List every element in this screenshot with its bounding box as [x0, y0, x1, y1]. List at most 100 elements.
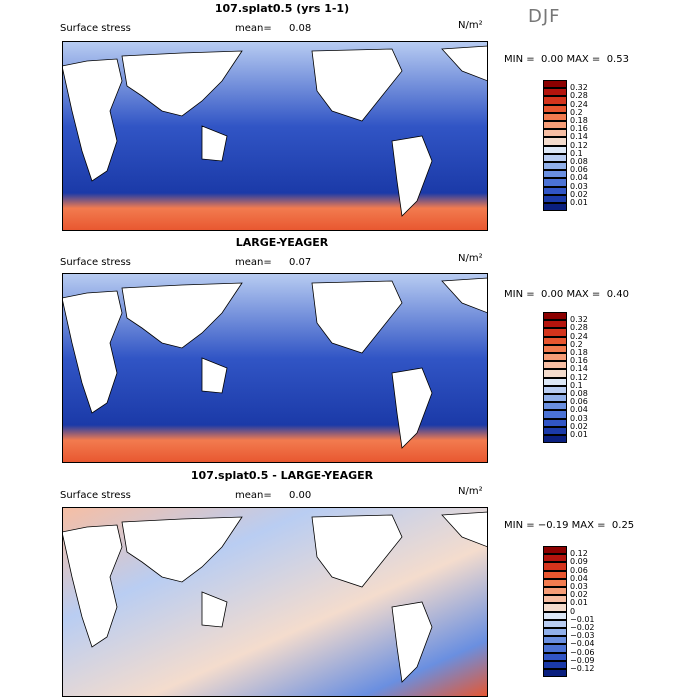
panel-3-max-label: MAX = [571, 520, 606, 531]
panel-1-min-label: MIN = [504, 54, 535, 65]
season-label: DJF [528, 6, 561, 27]
colorbar-label: 0.2 [570, 339, 583, 349]
colorbar-label: 0.16 [570, 356, 588, 366]
colorbar-label: 0.06 [570, 565, 588, 575]
panel-3-minmax: MIN = −0.19 MAX = 0.25 [504, 520, 634, 531]
colorbar-box [543, 178, 567, 187]
colorbar-label: 0 [570, 606, 576, 616]
colorbar-label: 0.02 [570, 590, 588, 600]
colorbar-label: 0.32 [570, 315, 588, 325]
panel-2-max-value: 0.40 [606, 289, 629, 300]
colorbar-label: −0.06 [570, 647, 595, 657]
colorbar-box [543, 104, 567, 113]
panel-1-map [62, 41, 488, 231]
colorbar-label: 0.04 [570, 573, 588, 583]
colorbar-label: 0.12 [570, 549, 588, 559]
panel-2-minmax: MIN = 0.00 MAX = 0.40 [504, 289, 629, 300]
colorbar-label: 0.1 [570, 148, 583, 158]
colorbar-label: −0.01 [570, 614, 595, 624]
colorbar-label: 0.03 [570, 413, 588, 423]
colorbar-label: 0.02 [570, 421, 588, 431]
colorbar-box [543, 660, 567, 669]
colorbar-box [543, 344, 567, 353]
colorbar-label: 0.24 [570, 331, 588, 341]
colorbar-box [543, 112, 567, 121]
colorbar-box [543, 554, 567, 563]
colorbar-label: 0.28 [570, 91, 588, 101]
colorbar-box [543, 595, 567, 604]
colorbar-box [543, 669, 567, 678]
colorbar-box [543, 394, 567, 403]
panel-2-title: LARGE-YEAGER [235, 236, 329, 249]
colorbar-label: 0.2 [570, 107, 583, 117]
colorbar-box [543, 80, 567, 89]
colorbar-box [543, 410, 567, 419]
colorbar-label: 0.09 [570, 557, 588, 567]
colorbar-box [543, 186, 567, 195]
panel-1-label: Surface stress [60, 23, 131, 34]
colorbar-box [543, 88, 567, 97]
colorbar-label: 0.18 [570, 116, 588, 125]
colorbar-label: 0.28 [570, 323, 588, 333]
colorbar-box [543, 153, 567, 162]
colorbar-label: 0.06 [570, 165, 588, 175]
colorbar-box [543, 162, 567, 171]
colorbar-box [543, 320, 567, 329]
panel-2-mean-label: mean= [235, 257, 272, 268]
colorbar-label: 0.01 [570, 598, 588, 608]
colorbar-box [543, 361, 567, 370]
colorbar-box [543, 170, 567, 179]
colorbar-box [543, 570, 567, 579]
colorbar-box [543, 619, 567, 628]
colorbar-label: 0.04 [570, 173, 588, 183]
panel-1-mean-value: 0.08 [289, 23, 312, 34]
colorbar-label: 0.32 [570, 83, 588, 93]
colorbar-label: 0.01 [570, 198, 588, 207]
colorbar-box [543, 129, 567, 138]
colorbar-box [543, 562, 567, 571]
panel-3-colorbar: 0.12 0.09 0.06 0.04 0.03 0.02 0.01 0 −0.01 −0.02−… [543, 546, 623, 678]
colorbar-label: 0.16 [570, 124, 588, 134]
colorbar-box [543, 369, 567, 378]
colorbar-label: −0.04 [570, 639, 595, 649]
panel-3-units: N/m² [458, 486, 483, 497]
panel-3-max-value: 0.25 [611, 520, 635, 531]
colorbar-box [543, 385, 567, 394]
colorbar-label: 0.14 [570, 132, 588, 142]
colorbar-label: 0.08 [570, 157, 588, 166]
colorbar-label: 0.14 [570, 364, 588, 374]
colorbar-box [543, 636, 567, 645]
colorbar-box [543, 194, 567, 203]
colorbar-box [543, 587, 567, 596]
colorbar-box [543, 121, 567, 130]
colorbar-box [543, 353, 567, 362]
colorbar-box [543, 137, 567, 146]
colorbar-box [543, 312, 567, 321]
colorbar-label: 0.04 [570, 405, 588, 415]
panel-2-label: Surface stress [60, 257, 131, 268]
colorbar-label: 0.24 [570, 99, 588, 109]
colorbar-label: 0.08 [570, 389, 588, 398]
colorbar-box [543, 96, 567, 105]
colorbar-box [543, 628, 567, 637]
panel-1-mean-label: mean= [235, 23, 272, 34]
colorbar-label: 0.03 [570, 181, 588, 191]
colorbar-box [543, 435, 567, 444]
panel-2-mean-value: 0.07 [289, 257, 312, 268]
panel-2-max-label: MAX = [566, 289, 601, 300]
panel-3-min-value: −0.19 [537, 520, 569, 531]
colorbar-box [543, 418, 567, 427]
colorbar-box [543, 611, 567, 620]
colorbar-box [543, 603, 567, 612]
colorbar-box [543, 203, 567, 212]
colorbar-box [543, 578, 567, 587]
colorbar-box [543, 145, 567, 154]
panel-2-map [62, 273, 488, 463]
panel-1-colorbar: 0.32 0.28 0.24 0.2 0.18 0.16 0.14 0.12 0.1 0.08 0.… [543, 80, 623, 212]
panel-1-title: 107.splat0.5 (yrs 1-1) [214, 2, 350, 15]
colorbar-label: −0.09 [570, 655, 595, 665]
colorbar-label: 0.03 [570, 582, 588, 591]
panel-3-min-label: MIN = [504, 520, 535, 531]
panel-2-units: N/m² [458, 253, 483, 264]
colorbar-label: 0.06 [570, 397, 588, 407]
